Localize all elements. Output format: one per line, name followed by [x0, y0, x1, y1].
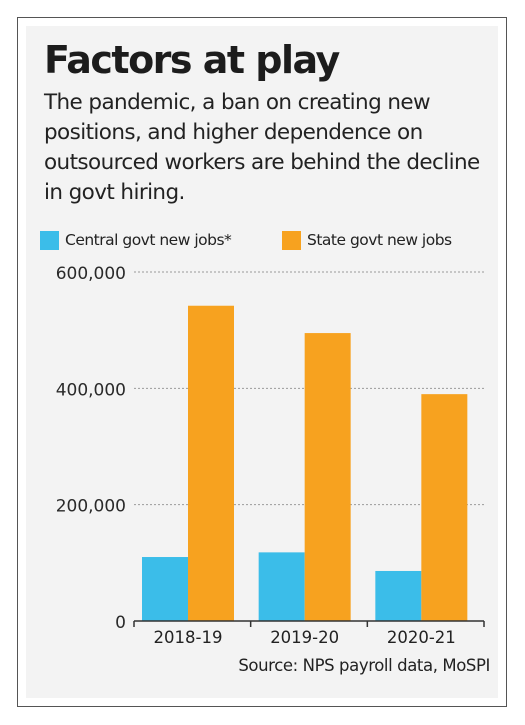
x-tick-label: 2020-21	[387, 628, 456, 647]
legend-item-state: State govt new jobs	[282, 229, 452, 251]
y-tick-label: 600,000	[56, 264, 126, 284]
legend-label-central: Central govt new jobs*	[65, 231, 232, 249]
legend-swatch-state	[282, 230, 301, 250]
bar-state-2020-21	[421, 394, 468, 621]
bar-state-2019-20	[304, 333, 351, 621]
y-tick-label: 400,000	[56, 380, 126, 400]
legend-swatch-central	[40, 230, 59, 250]
legend-label-state: State govt new jobs	[307, 231, 452, 249]
legend-item-central: Central govt new jobs*	[40, 229, 232, 251]
chart-panel: Factors at play The pandemic, a ban on c…	[26, 26, 498, 698]
source-note: Source: NPS payroll data, MoSPI	[238, 656, 490, 675]
bar-central-2018-19	[142, 557, 188, 621]
bar-chart: 0 200,000 400,000 600,000 2018-19 2019-20 2020…	[56, 264, 485, 647]
legend: Central govt new jobs* State govt new jo…	[40, 229, 498, 251]
y-tick-label: 0	[115, 613, 126, 633]
chart-subtitle: The pandemic, a ban on creating new posi…	[44, 90, 480, 205]
bar-state-2018-19	[188, 305, 234, 621]
x-tick-label: 2018-19	[154, 628, 223, 647]
x-tick-label: 2019-20	[270, 628, 339, 647]
bar-central-2020-21	[375, 570, 422, 621]
chart-title: Factors at play	[44, 38, 340, 82]
bar-central-2019-20	[258, 552, 305, 621]
y-tick-label: 200,000	[56, 497, 126, 517]
